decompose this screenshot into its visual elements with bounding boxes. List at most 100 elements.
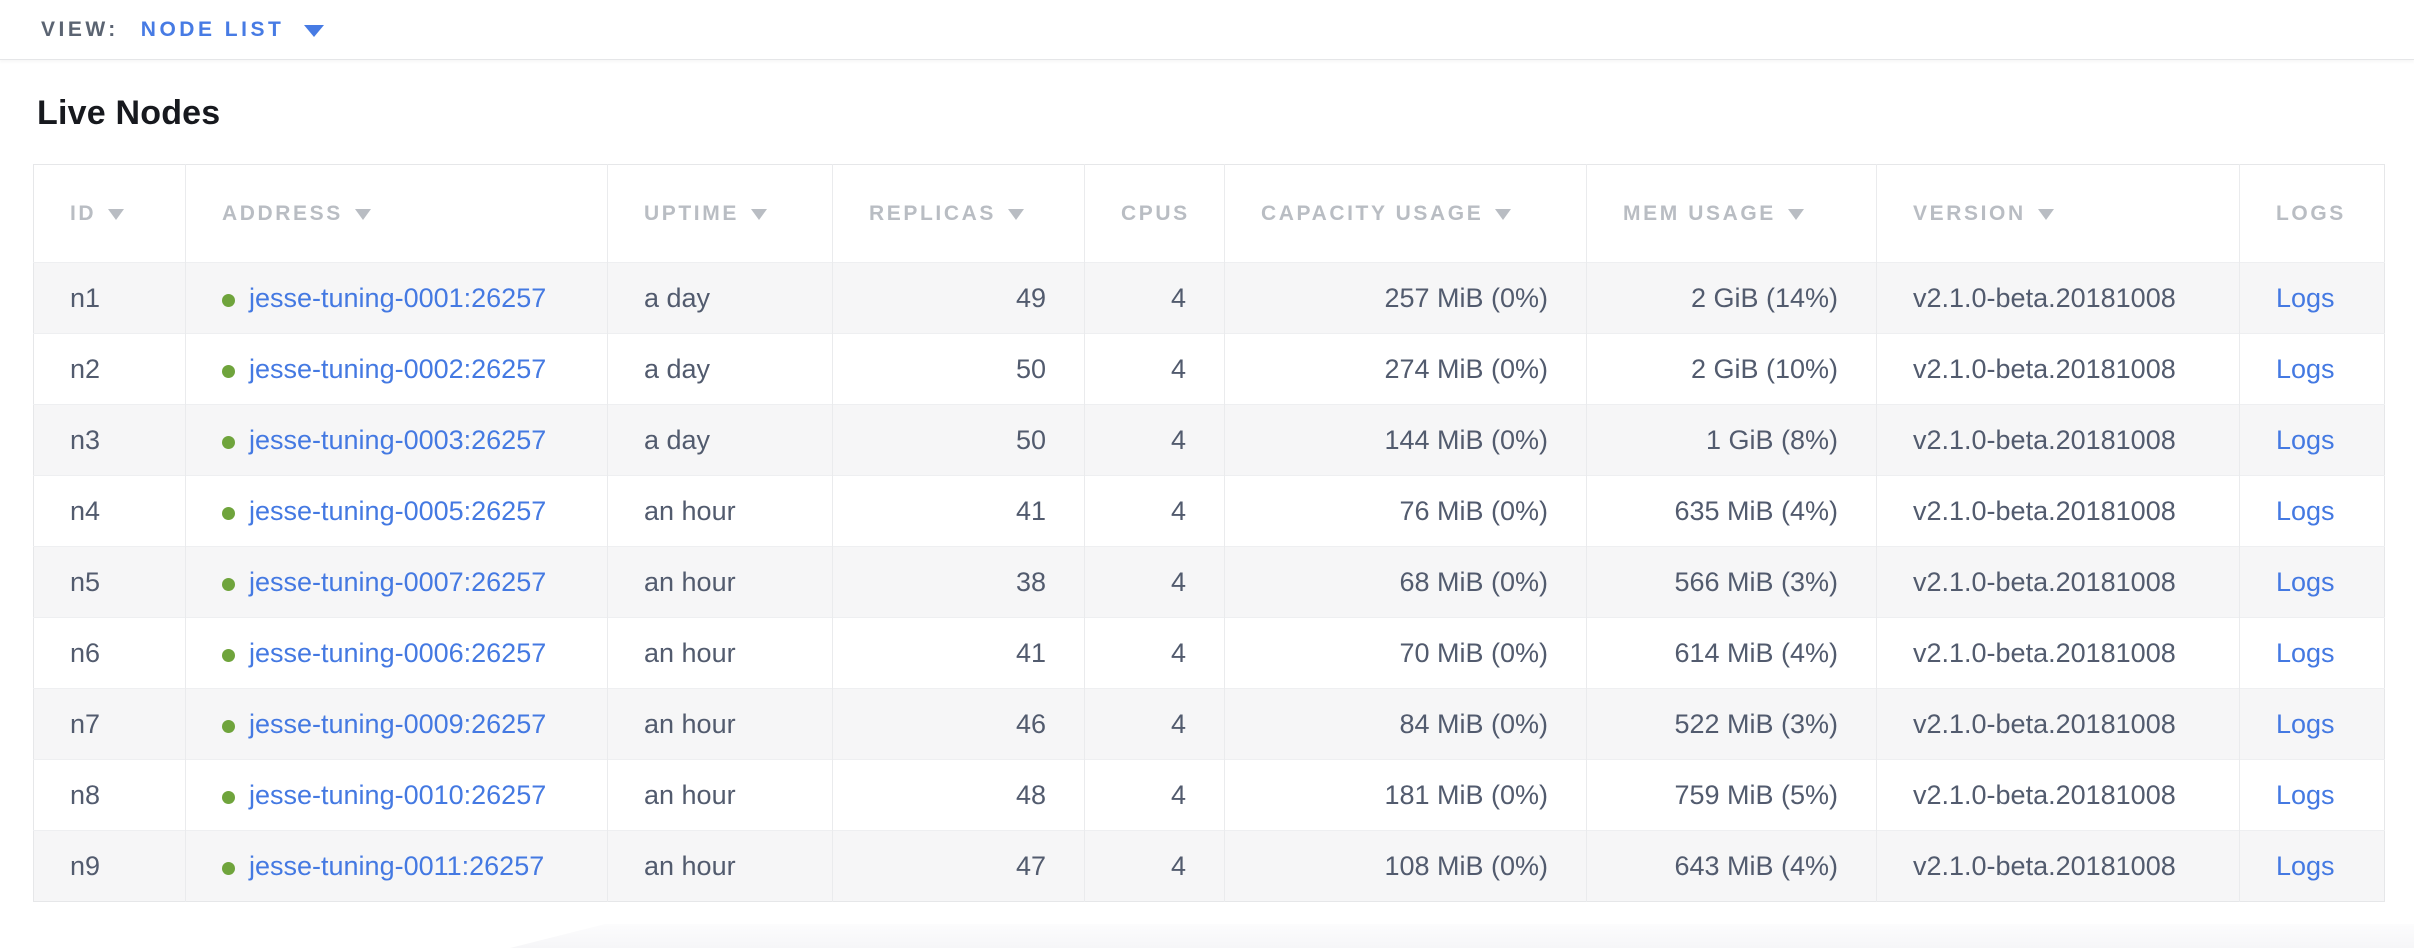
cell-uptime: a day — [607, 262, 833, 334]
cell-uptime: an hour — [607, 759, 833, 831]
node-health-dot-icon — [222, 790, 235, 804]
cell-capacity: 144 MiB (0%) — [1224, 404, 1587, 476]
node-logs-link[interactable]: Logs — [2276, 424, 2335, 455]
cell-version: v2.1.0-beta.20181008 — [1876, 333, 2240, 405]
node-row: n8 jesse-tuning-0010:26257 an hour 48 4 181 M… — [33, 759, 2385, 831]
view-selector-dropdown[interactable]: NODE LIST — [141, 18, 325, 42]
cell-address: jesse-tuning-0011:26257 — [185, 830, 608, 902]
column-header-version[interactable]: VERSION — [1876, 164, 2240, 263]
cell-id: n6 — [33, 617, 186, 689]
cell-capacity: 76 MiB (0%) — [1224, 475, 1587, 547]
node-health-dot-icon — [222, 435, 235, 449]
cell-mem: 1 GiB (8%) — [1586, 404, 1877, 476]
cell-mem: 522 MiB (3%) — [1586, 688, 1877, 760]
cell-replicas: 41 — [832, 475, 1085, 547]
node-logs-link[interactable]: Logs — [2276, 495, 2335, 526]
cell-replicas: 50 — [832, 333, 1085, 405]
node-logs-link[interactable]: Logs — [2276, 282, 2335, 313]
page-title: Live Nodes — [37, 94, 221, 132]
column-label: ID — [70, 201, 97, 225]
column-label: LOGS — [2276, 201, 2346, 225]
cell-address: jesse-tuning-0002:26257 — [185, 333, 608, 405]
column-header-replicas[interactable]: REPLICAS — [832, 164, 1085, 263]
cell-id: n9 — [33, 830, 186, 902]
cell-uptime: a day — [607, 333, 833, 405]
cell-cpus: 4 — [1084, 617, 1225, 689]
cell-mem: 566 MiB (3%) — [1586, 546, 1877, 618]
cell-address: jesse-tuning-0003:26257 — [185, 404, 608, 476]
node-address-link[interactable]: jesse-tuning-0003:26257 — [249, 424, 547, 455]
cell-uptime: an hour — [607, 475, 833, 547]
cell-version: v2.1.0-beta.20181008 — [1876, 546, 2240, 618]
column-header-uptime[interactable]: UPTIME — [607, 164, 833, 263]
table-body: n1 jesse-tuning-0001:26257 a day 49 4 257 MiB… — [33, 262, 2385, 902]
node-address-link[interactable]: jesse-tuning-0009:26257 — [249, 708, 547, 739]
cell-mem: 2 GiB (14%) — [1586, 262, 1877, 334]
node-logs-link[interactable]: Logs — [2276, 779, 2335, 810]
node-logs-link[interactable]: Logs — [2276, 353, 2335, 384]
cell-mem: 2 GiB (10%) — [1586, 333, 1877, 405]
cell-address: jesse-tuning-0006:26257 — [185, 617, 608, 689]
node-row: n7 jesse-tuning-0009:26257 an hour 46 4 84 Mi… — [33, 688, 2385, 760]
cell-id: n3 — [33, 404, 186, 476]
node-address-link[interactable]: jesse-tuning-0011:26257 — [249, 850, 545, 881]
cell-uptime: an hour — [607, 546, 833, 618]
node-address-link[interactable]: jesse-tuning-0005:26257 — [249, 495, 547, 526]
node-row: n2 jesse-tuning-0002:26257 a day 50 4 274 MiB… — [33, 333, 2385, 405]
cell-capacity: 257 MiB (0%) — [1224, 262, 1587, 334]
column-label: CAPACITY USAGE — [1261, 201, 1484, 225]
node-logs-link[interactable]: Logs — [2276, 637, 2335, 668]
cell-capacity: 108 MiB (0%) — [1224, 830, 1587, 902]
node-logs-link[interactable]: Logs — [2276, 850, 2335, 881]
cell-version: v2.1.0-beta.20181008 — [1876, 404, 2240, 476]
node-address-link[interactable]: jesse-tuning-0001:26257 — [249, 282, 547, 313]
column-header-capacity[interactable]: CAPACITY USAGE — [1224, 164, 1587, 263]
cell-cpus: 4 — [1084, 262, 1225, 334]
column-header-address[interactable]: ADDRESS — [185, 164, 608, 263]
cell-cpus: 4 — [1084, 830, 1225, 902]
table-header-row: ID ADDRESS UPTIME REPLICAS CPUS CAPACITY USAG… — [33, 164, 2385, 263]
cell-mem: 759 MiB (5%) — [1586, 759, 1877, 831]
cell-replicas: 49 — [832, 262, 1085, 334]
column-header-mem[interactable]: MEM USAGE — [1586, 164, 1877, 263]
node-health-dot-icon — [222, 861, 235, 875]
column-label: MEM USAGE — [1623, 201, 1776, 225]
sort-desc-icon — [1495, 208, 1512, 220]
column-header-id[interactable]: ID — [33, 164, 186, 263]
cell-logs: Logs — [2239, 759, 2385, 831]
cell-id: n1 — [33, 262, 186, 334]
cell-capacity: 181 MiB (0%) — [1224, 759, 1587, 831]
node-address-link[interactable]: jesse-tuning-0002:26257 — [249, 353, 547, 384]
cell-uptime: an hour — [607, 830, 833, 902]
node-address-link[interactable]: jesse-tuning-0007:26257 — [249, 566, 547, 597]
node-row: n3 jesse-tuning-0003:26257 a day 50 4 144 MiB… — [33, 404, 2385, 476]
cell-uptime: an hour — [607, 617, 833, 689]
cell-logs: Logs — [2239, 262, 2385, 334]
node-health-dot-icon — [222, 506, 235, 520]
node-health-dot-icon — [222, 648, 235, 662]
node-logs-link[interactable]: Logs — [2276, 566, 2335, 597]
cell-cpus: 4 — [1084, 475, 1225, 547]
cell-capacity: 68 MiB (0%) — [1224, 546, 1587, 618]
sort-desc-icon — [354, 208, 371, 220]
column-label: VERSION — [1913, 201, 2026, 225]
live-nodes-table: ID ADDRESS UPTIME REPLICAS CPUS CAPACITY USAG… — [33, 164, 2385, 902]
cell-mem: 614 MiB (4%) — [1586, 617, 1877, 689]
cell-capacity: 274 MiB (0%) — [1224, 333, 1587, 405]
sort-desc-icon — [1787, 208, 1804, 220]
cell-cpus: 4 — [1084, 404, 1225, 476]
node-health-dot-icon — [222, 719, 235, 733]
node-health-dot-icon — [222, 577, 235, 591]
node-address-link[interactable]: jesse-tuning-0010:26257 — [249, 779, 547, 810]
node-address-link[interactable]: jesse-tuning-0006:26257 — [249, 637, 547, 668]
node-row: n6 jesse-tuning-0006:26257 an hour 41 4 70 Mi… — [33, 617, 2385, 689]
cell-address: jesse-tuning-0001:26257 — [185, 262, 608, 334]
cell-logs: Logs — [2239, 404, 2385, 476]
cell-id: n5 — [33, 546, 186, 618]
cell-replicas: 47 — [832, 830, 1085, 902]
node-row: n4 jesse-tuning-0005:26257 an hour 41 4 76 Mi… — [33, 475, 2385, 547]
cell-mem: 635 MiB (4%) — [1586, 475, 1877, 547]
node-logs-link[interactable]: Logs — [2276, 708, 2335, 739]
cell-capacity: 70 MiB (0%) — [1224, 617, 1587, 689]
